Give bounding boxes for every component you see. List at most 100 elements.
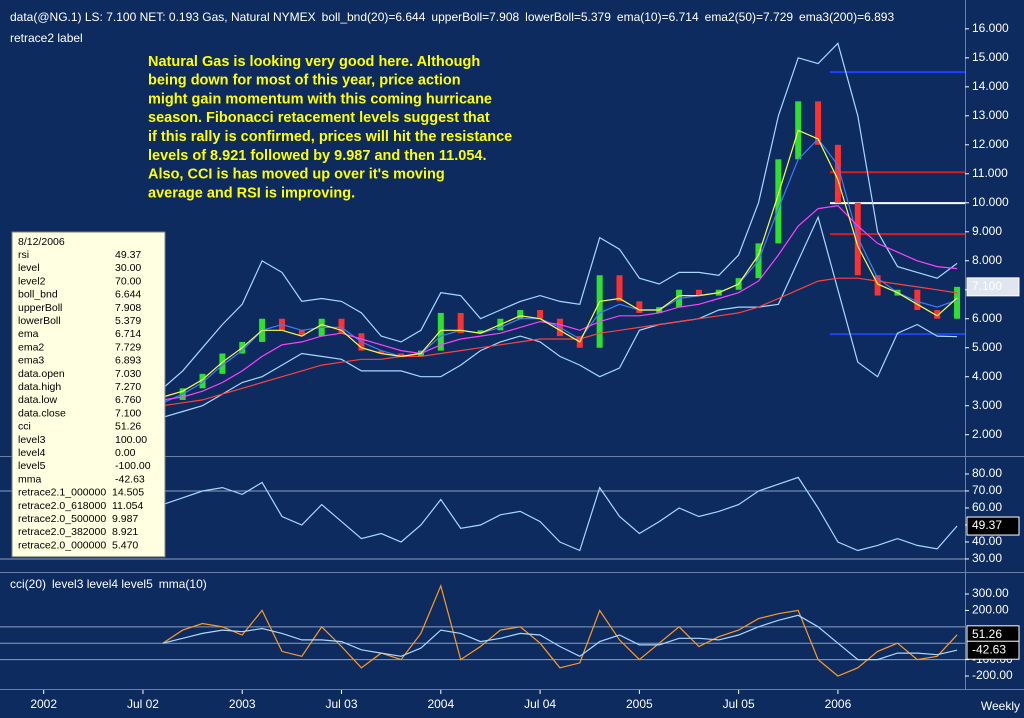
current-value: 49.37 — [972, 518, 1002, 532]
current-value: 7.100 — [972, 279, 1002, 293]
y-tick-label: 13.000 — [972, 108, 1009, 122]
annotation: if this rally is confirmed, prices will … — [148, 129, 512, 145]
header-item: upperBoll=7.908 — [431, 10, 519, 24]
y-tick-label: 8.000 — [972, 253, 1002, 267]
data-window-name: retrace2.0_000000 — [18, 539, 106, 551]
sub-header: retrace2 label — [10, 31, 83, 45]
header-item: ema(10)=6.714 — [617, 10, 699, 24]
value-box — [966, 277, 1020, 297]
y-tick-label: 60.00 — [972, 500, 1002, 514]
candle — [298, 330, 305, 337]
candle — [537, 310, 544, 319]
y-tick-label: 3.000 — [972, 398, 1002, 412]
x-tick-label: Jul 02 — [127, 697, 159, 711]
data-window-name: ema2 — [18, 341, 44, 353]
data-window-name: lowerBoll — [18, 315, 61, 327]
header-item: ema2(50)=7.729 — [705, 10, 794, 24]
data-window-value: 7.030 — [115, 368, 141, 380]
candle — [517, 310, 524, 319]
data-window-value: 100.00 — [115, 434, 147, 446]
current-value: -42.63 — [972, 642, 1006, 656]
data-window-value: 30.00 — [115, 262, 141, 274]
candle — [914, 289, 921, 311]
data-window-value: 11.054 — [112, 500, 143, 512]
data-window-value: -42.63 — [115, 473, 145, 485]
x-tick-label: 2002 — [30, 697, 57, 711]
candle — [934, 310, 941, 319]
candle — [616, 275, 623, 302]
data-window-value: 6.644 — [115, 289, 141, 301]
current-value: 51.26 — [972, 627, 1002, 641]
x-tick-label: 2003 — [229, 697, 256, 711]
data-window-value: 9.987 — [112, 513, 138, 525]
x-unit: Weekly — [981, 699, 1020, 713]
series-line — [162, 215, 958, 418]
candle — [338, 318, 345, 334]
annotation: Also, CCI is has moved up over it's movi… — [148, 167, 445, 183]
candle — [834, 144, 841, 203]
series-line — [162, 476, 958, 552]
annotation: season. Fibonacci retacement levels sugg… — [148, 110, 490, 126]
series-line — [162, 42, 958, 389]
candle — [398, 353, 405, 357]
data-window-value: -100.00 — [115, 460, 151, 472]
y-tick-label: 12.000 — [972, 137, 1009, 151]
annotation: levels of 8.921 followed by 9.987 and th… — [148, 148, 486, 164]
y-tick-label: 16.000 — [972, 21, 1009, 35]
y-tick-label: 6.000 — [972, 311, 1002, 325]
y-tick-label: 300.00 — [972, 586, 1009, 600]
y-tick-label: 80.00 — [972, 466, 1002, 480]
data-window-name: level — [18, 262, 40, 274]
annotation: average and RSI is improving. — [148, 185, 355, 201]
candle — [596, 275, 603, 348]
data-window-value: 6.760 — [115, 394, 141, 406]
data-window-name: boll_bnd — [18, 289, 58, 301]
data-window-name: retrace2.1_000000 — [18, 487, 106, 499]
candle — [854, 202, 861, 276]
series-line — [162, 138, 958, 404]
legend-entry: cci(20) — [10, 577, 46, 591]
data-window-name: level5 — [18, 460, 46, 472]
candle — [378, 350, 385, 354]
x-tick-label: Jul 05 — [723, 697, 755, 711]
data-window-name: level4 — [18, 447, 46, 459]
data-window — [11, 231, 166, 558]
data-window-name: level3 — [18, 434, 46, 446]
data-window-value: 6.714 — [115, 328, 141, 340]
data-window-name: data.close — [18, 407, 66, 419]
y-tick-label: 30.00 — [972, 551, 1002, 565]
data-window-value: 5.470 — [112, 539, 138, 551]
y-tick-label: 5.000 — [972, 340, 1002, 354]
header-item: data(@NG.1) LS: 7.100 NET: 0.193 Gas, Na… — [10, 10, 316, 24]
data-window-name: mma — [18, 473, 41, 485]
candle — [636, 301, 643, 313]
data-window-name: upperBoll — [18, 302, 62, 314]
data-window-value: 7.908 — [115, 302, 141, 314]
candle — [457, 312, 464, 334]
candle — [199, 373, 206, 389]
data-window-value: 70.00 — [115, 275, 141, 287]
legend-entry: level3 level4 level5 — [52, 577, 153, 591]
y-tick-label: 9.000 — [972, 224, 1002, 238]
candle — [775, 159, 782, 244]
value-box — [966, 640, 1020, 660]
data-window-name: data.low — [18, 394, 58, 406]
data-window-value: 14.505 — [112, 487, 144, 499]
data-window-name: retrace2.0_618000 — [18, 500, 106, 512]
candle — [477, 330, 484, 334]
y-tick-label: 14.000 — [972, 79, 1009, 93]
annotation: might gain momentum with this coming hur… — [148, 91, 492, 107]
y-tick-label: 2.000 — [972, 427, 1002, 441]
y-tick-label: 15.000 — [972, 50, 1009, 64]
data-window-value: 51.26 — [115, 421, 141, 433]
series-line — [162, 583, 958, 677]
data-window-value: 7.100 — [115, 407, 141, 419]
y-tick-label: 10.000 — [972, 195, 1009, 209]
candle — [437, 312, 444, 351]
header-item: ema3(200)=6.893 — [799, 10, 894, 24]
annotation: being down for most of this year, price … — [148, 73, 461, 89]
x-tick-label: 2006 — [825, 697, 852, 711]
candle — [874, 275, 881, 296]
